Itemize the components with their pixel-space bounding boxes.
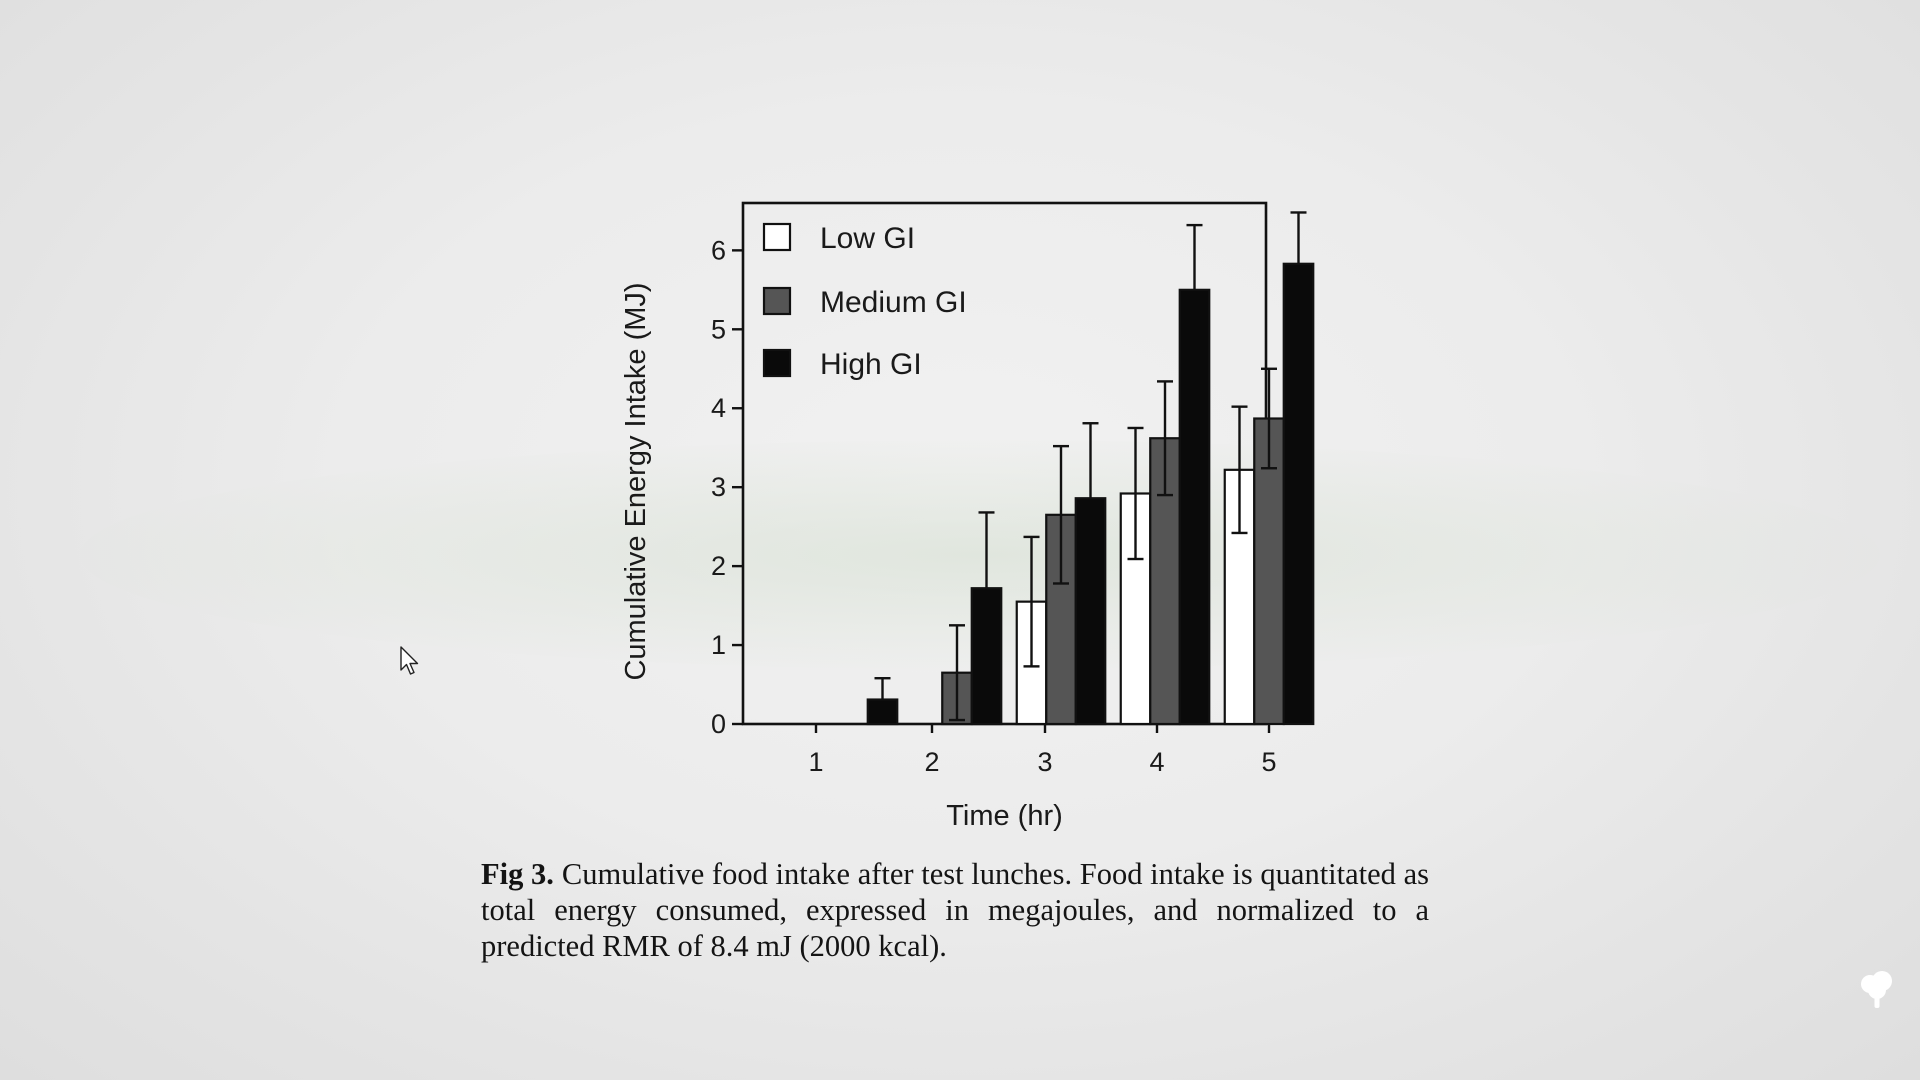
x-tick-label: 2 (924, 747, 939, 777)
x-tick-label: 5 (1261, 747, 1276, 777)
y-tick-label: 2 (711, 551, 726, 581)
bar (1074, 497, 1107, 726)
legend-swatch (762, 348, 792, 378)
legend-swatch (762, 222, 792, 252)
x-tick-label: 4 (1149, 747, 1164, 777)
y-tick-label: 0 (711, 709, 726, 739)
bar (1178, 288, 1211, 726)
x-tick-label: 3 (1037, 747, 1052, 777)
y-tick-label: 5 (711, 314, 726, 344)
x-axis-label: Time (hr) (946, 800, 1063, 832)
y-axis-label: Cumulative Energy Intake (MJ) (620, 282, 652, 680)
legend-label: Medium GI (820, 286, 967, 319)
y-tick-label: 1 (711, 630, 726, 660)
bar (1282, 262, 1315, 726)
bar-chart: 0 1 2 3 4 5 6 1 2 3 4 5 Time (hr) Cumulative Energy I… (620, 201, 1315, 832)
legend-label: High GI (820, 348, 922, 381)
y-tick-label: 4 (711, 393, 726, 423)
caption-label: Fig 3. (481, 857, 554, 891)
bar (970, 587, 1003, 726)
y-tick-label: 6 (711, 235, 726, 265)
y-tick-label: 3 (711, 472, 726, 502)
legend-swatch (762, 286, 792, 316)
x-tick-label: 1 (808, 747, 823, 777)
bar (866, 698, 899, 726)
figure-caption: Fig 3. Cumulative food intake after test … (481, 856, 1429, 964)
legend-label: Low GI (820, 222, 915, 255)
mouse-pointer-icon (400, 646, 419, 675)
tree-icon[interactable] (1858, 970, 1896, 1010)
caption-text: Cumulative food intake after test lunche… (481, 857, 1429, 963)
